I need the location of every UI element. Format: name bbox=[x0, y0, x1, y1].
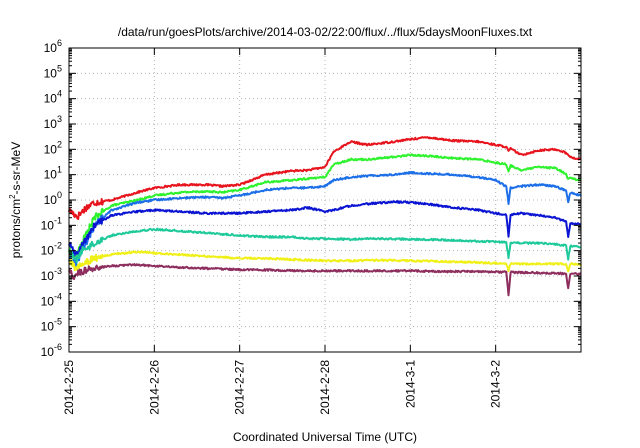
y-tick-exponent: 3 bbox=[57, 114, 62, 124]
series-line-5 bbox=[68, 227, 582, 264]
y-tick-exponent: 5 bbox=[57, 63, 62, 73]
y-tick-exponent: -3 bbox=[54, 266, 62, 276]
y-tick-base: 10 bbox=[41, 294, 55, 308]
x-tick-label: 2014-2-27 bbox=[233, 360, 247, 415]
y-tick-label: 10-5 bbox=[41, 317, 62, 334]
grid-lines bbox=[69, 48, 581, 352]
y-tick-base: 10 bbox=[41, 244, 55, 258]
y-tick-label: 10-1 bbox=[41, 215, 62, 232]
x-tick-label: 2014-3-1 bbox=[403, 360, 417, 408]
y-axis-label: protons/cm2-s-sr-MeV bbox=[8, 142, 23, 258]
x-tick-label: 2014-2-26 bbox=[147, 360, 161, 415]
series-line-1 bbox=[68, 136, 582, 220]
y-tick-exponent: 0 bbox=[57, 190, 62, 200]
y-label-text: -s-sr-MeV bbox=[9, 142, 23, 195]
y-tick-base: 10 bbox=[44, 92, 58, 106]
x-axis-label: Coordinated Universal Time (UTC) bbox=[233, 430, 417, 444]
x-tick-label: 2014-2-25 bbox=[62, 360, 76, 415]
y-tick-base: 10 bbox=[41, 320, 55, 334]
y-tick-base: 10 bbox=[44, 193, 58, 207]
y-tick-exponent: 1 bbox=[57, 165, 62, 175]
y-tick-label: 10-3 bbox=[41, 266, 62, 283]
y-tick-exponent: -5 bbox=[54, 317, 62, 327]
series-line-6 bbox=[68, 250, 582, 273]
y-tick-base: 10 bbox=[41, 269, 55, 283]
y-tick-base: 10 bbox=[44, 117, 58, 131]
y-tick-base: 10 bbox=[44, 142, 58, 156]
y-tick-base: 10 bbox=[41, 218, 55, 232]
y-tick-base: 10 bbox=[44, 168, 58, 182]
y-tick-exponent: 4 bbox=[57, 89, 62, 99]
y-tick-label: 102 bbox=[44, 139, 62, 156]
y-tick-label: 105 bbox=[44, 63, 62, 80]
y-tick-exponent: 2 bbox=[57, 139, 62, 149]
y-tick-label: 104 bbox=[44, 89, 62, 106]
y-tick-exponent: -2 bbox=[54, 241, 62, 251]
y-tick-exponent: 6 bbox=[57, 38, 62, 48]
y-tick-exponent: -4 bbox=[54, 291, 62, 301]
y-label-text: protons/cm bbox=[9, 199, 23, 258]
series-line-3 bbox=[68, 171, 582, 267]
y-tick-label: 10-4 bbox=[41, 291, 62, 308]
y-tick-base: 10 bbox=[41, 345, 55, 359]
y-tick-label: 10-6 bbox=[41, 342, 62, 359]
y-tick-label: 103 bbox=[44, 114, 62, 131]
series-line-7 bbox=[68, 263, 582, 297]
series-layer bbox=[68, 136, 582, 297]
chart-title: /data/run/goesPlots/archive/2014-03-02/2… bbox=[118, 25, 533, 39]
series-line-4 bbox=[68, 200, 582, 257]
y-tick-exponent: -1 bbox=[54, 215, 62, 225]
y-tick-label: 10-2 bbox=[41, 241, 62, 258]
x-tick-label: 2014-3-2 bbox=[489, 360, 503, 408]
x-tick-label: 2014-2-28 bbox=[318, 360, 332, 415]
x-axis-ticks: 2014-2-25 2014-2-26 2014-2-27 2014-2-28 2014… bbox=[62, 48, 503, 415]
y-label-superscript: 2 bbox=[8, 194, 17, 199]
y-tick-label: 100 bbox=[44, 190, 62, 207]
y-tick-label: 101 bbox=[44, 165, 62, 182]
y-tick-exponent: -6 bbox=[54, 342, 62, 352]
y-tick-base: 10 bbox=[44, 66, 58, 80]
y-axis-ticks: 10-610-510-410-310-210-11001011021031041… bbox=[41, 38, 581, 359]
series-line-2 bbox=[68, 153, 582, 260]
y-tick-base: 10 bbox=[44, 41, 58, 55]
y-tick-label: 106 bbox=[44, 38, 62, 55]
